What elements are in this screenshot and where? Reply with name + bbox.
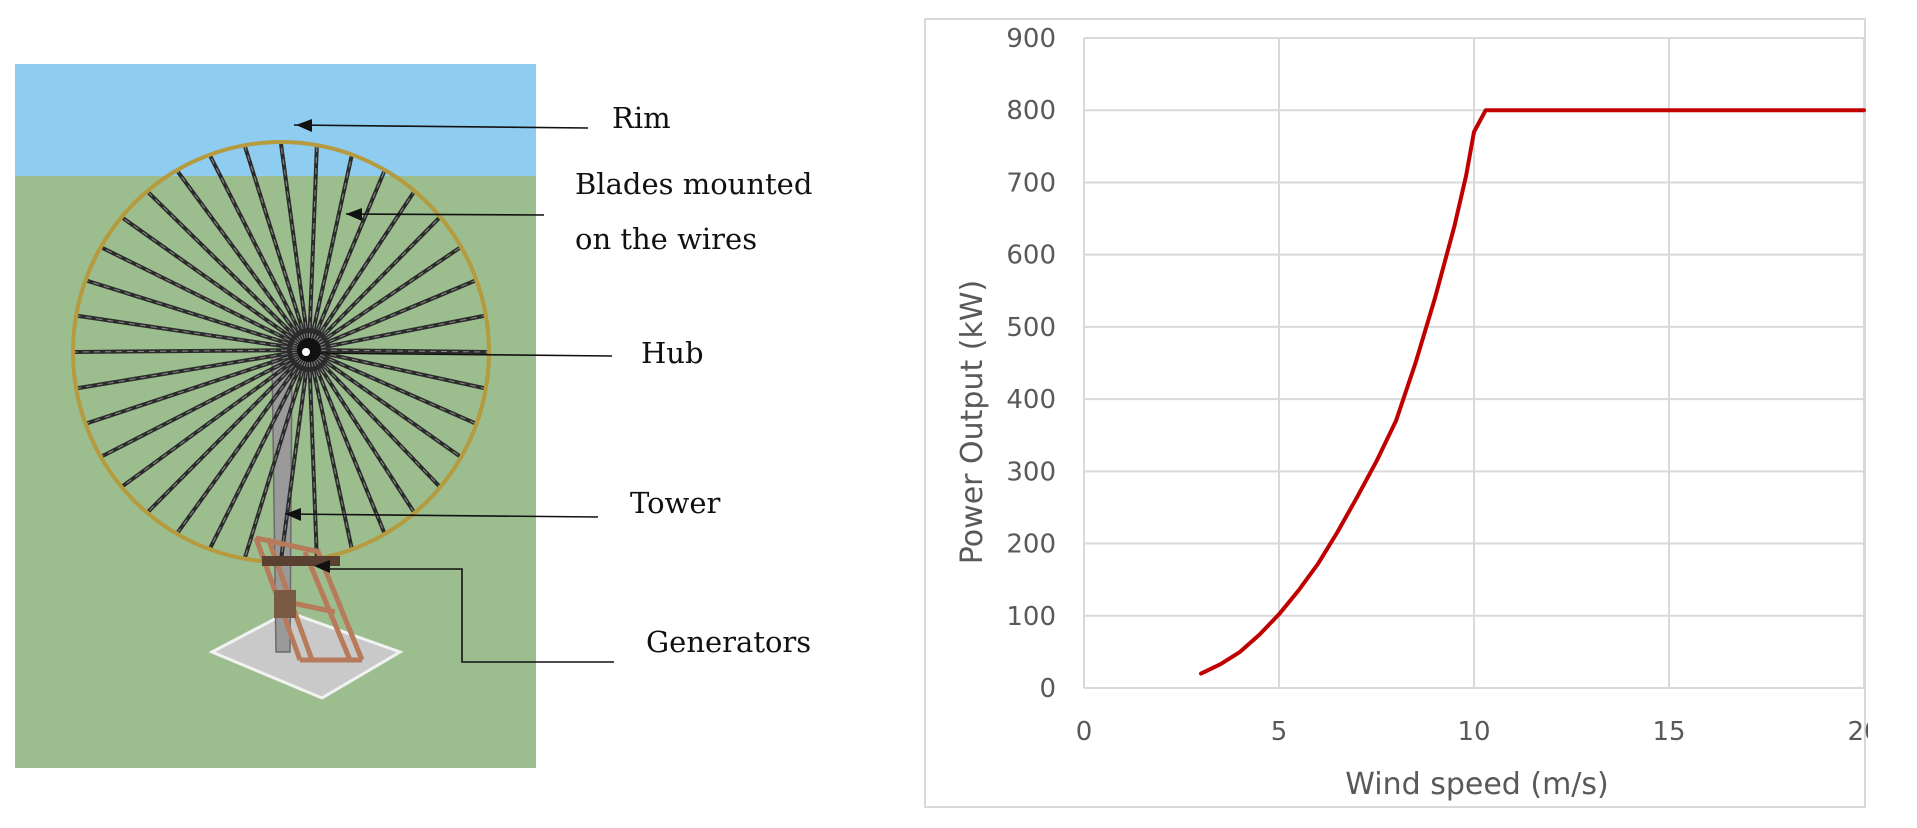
gridlines xyxy=(1083,37,1865,689)
blade-spoke-highlight xyxy=(78,315,310,351)
blade-spoke xyxy=(74,348,310,354)
blade-spoke-highlight xyxy=(280,349,310,561)
rim-arrowhead xyxy=(296,119,312,132)
blade-spoke-highlight xyxy=(308,280,475,351)
blades-label-line1: Blades mounted xyxy=(575,167,812,201)
turbine-diagram: Rim Blades mounted on the wires Hub Towe… xyxy=(15,64,812,768)
blade-spoke-highlight xyxy=(87,280,310,351)
tower-label: Tower xyxy=(630,486,721,520)
tower-arrowhead xyxy=(285,508,301,521)
hub-label: Hub xyxy=(641,336,704,370)
hub-center xyxy=(302,348,310,356)
blade-spoke-highlight xyxy=(308,217,440,351)
y-tick-label: 500 xyxy=(1006,313,1056,343)
y-tick-label: 400 xyxy=(1006,385,1056,415)
generators-label: Generators xyxy=(646,625,811,659)
chart-canvas: 0 100 200 300 400 500 600 700 800 900 0 5 10 15 20 Win… xyxy=(955,24,1868,802)
blade-spoke-highlight xyxy=(308,349,440,487)
blade-spoke-highlight xyxy=(148,192,310,351)
blade-spoke-highlight xyxy=(308,147,318,351)
rim-leader xyxy=(293,124,589,129)
generators xyxy=(262,556,340,566)
x-axis-title: Wind speed (m/s) xyxy=(1345,767,1608,802)
hub-leader xyxy=(317,352,613,357)
y-axis-title: Power Output (kW) xyxy=(955,280,990,564)
blades-label-line2: on the wires xyxy=(575,222,757,256)
y-tick-label: 200 xyxy=(1006,530,1056,560)
y-tick-label: 0 xyxy=(1039,674,1056,704)
x-tick-label: 20 xyxy=(1847,717,1868,747)
blade-spoke-highlight xyxy=(122,349,310,487)
blades-on-wires xyxy=(74,143,488,561)
blade-spoke-highlight xyxy=(308,349,488,353)
blade-spoke xyxy=(77,348,310,391)
blade-spoke-highlight xyxy=(308,349,460,457)
power-curve-chart: 0 100 200 300 400 500 600 700 800 900 0 5 10 15 20 Win… xyxy=(924,18,1868,808)
blade-spoke-highlight xyxy=(102,247,310,351)
blade-spoke-highlight xyxy=(308,247,460,351)
generator-housing xyxy=(274,590,296,618)
blade-spoke-highlight xyxy=(148,349,310,512)
base-plate xyxy=(208,610,404,700)
rim-label: Rim xyxy=(612,101,671,135)
blade-spoke-highlight xyxy=(177,171,310,351)
y-tick-label: 700 xyxy=(1006,168,1056,198)
blade-spoke-highlight xyxy=(87,349,310,424)
series-layer xyxy=(1199,108,1866,676)
sky xyxy=(15,64,536,178)
blade-spoke-highlight xyxy=(102,349,310,457)
blade-spoke-highlight xyxy=(308,192,414,351)
blade-spoke-highlight xyxy=(308,349,475,424)
x-tick-label: 15 xyxy=(1652,717,1685,747)
blade-spoke-highlight xyxy=(210,349,310,548)
y-tick-label: 900 xyxy=(1006,24,1056,54)
blade-spoke-highlight xyxy=(244,349,310,557)
generators-arrowhead xyxy=(314,560,330,573)
y-tick-label: 800 xyxy=(1006,96,1056,126)
x-tick-label: 0 xyxy=(1076,717,1093,747)
blade-spoke-highlight xyxy=(177,349,310,533)
blade-spoke-highlight xyxy=(122,217,310,351)
generators-leader xyxy=(322,568,614,663)
blade-spoke-highlight xyxy=(308,156,352,351)
blade-spoke-highlight xyxy=(308,349,485,389)
tick-labels: 0 100 200 300 400 500 600 700 800 900 0 5 10 15 20 xyxy=(1006,24,1868,747)
blade-spoke-highlight xyxy=(308,349,318,557)
power-curve-line xyxy=(1199,108,1866,676)
blade-spoke-highlight xyxy=(308,315,484,351)
blade-spoke-highlight xyxy=(244,147,310,351)
tower-leader xyxy=(284,513,599,518)
blade-spoke-highlight xyxy=(210,156,310,351)
blades-arrowhead xyxy=(346,208,362,221)
x-tick-label: 10 xyxy=(1457,717,1490,747)
blade-spoke xyxy=(307,348,416,513)
blades-leader xyxy=(345,213,545,216)
y-tick-label: 100 xyxy=(1006,602,1056,632)
blade-spoke xyxy=(307,171,386,351)
x-tick-label: 5 xyxy=(1271,717,1288,747)
y-tick-label: 300 xyxy=(1006,457,1056,487)
blade-spoke-highlight xyxy=(280,143,310,351)
blade-spoke xyxy=(307,349,386,533)
y-tick-label: 600 xyxy=(1006,241,1056,271)
